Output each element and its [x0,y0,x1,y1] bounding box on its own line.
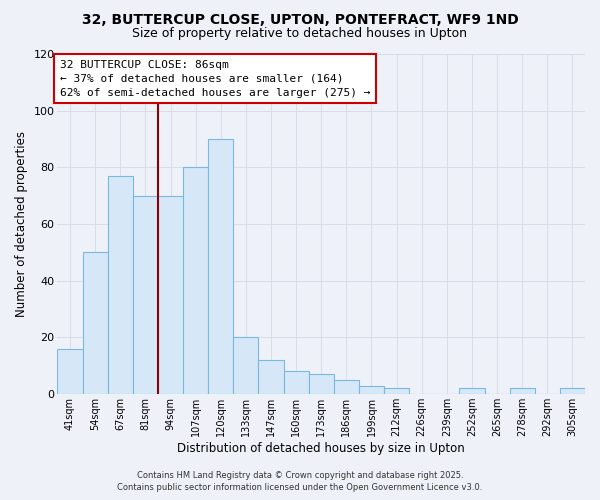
Bar [183,168,208,394]
Bar [334,380,359,394]
Bar [384,388,409,394]
Text: Size of property relative to detached houses in Upton: Size of property relative to detached ho… [133,28,467,40]
Bar [83,252,108,394]
Text: 32 BUTTERCUP CLOSE: 86sqm
← 37% of detached houses are smaller (164)
62% of semi: 32 BUTTERCUP CLOSE: 86sqm ← 37% of detac… [60,60,370,98]
Bar [133,196,158,394]
Bar [108,176,133,394]
Bar [58,349,83,394]
Bar [509,388,535,394]
Bar [460,388,485,394]
Text: 32, BUTTERCUP CLOSE, UPTON, PONTEFRACT, WF9 1ND: 32, BUTTERCUP CLOSE, UPTON, PONTEFRACT, … [82,12,518,26]
Bar [208,139,233,394]
X-axis label: Distribution of detached houses by size in Upton: Distribution of detached houses by size … [178,442,465,455]
Y-axis label: Number of detached properties: Number of detached properties [15,131,28,317]
Text: Contains HM Land Registry data © Crown copyright and database right 2025.
Contai: Contains HM Land Registry data © Crown c… [118,471,482,492]
Bar [233,338,259,394]
Bar [308,374,334,394]
Bar [359,386,384,394]
Bar [158,196,183,394]
Bar [259,360,284,394]
Bar [560,388,585,394]
Bar [284,372,308,394]
